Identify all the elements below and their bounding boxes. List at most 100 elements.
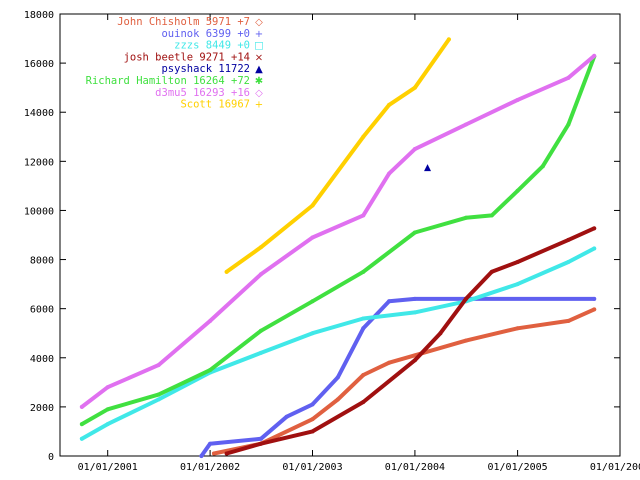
data-point: [446, 37, 451, 42]
data-point: [515, 282, 520, 287]
series-line: [79, 54, 597, 427]
data-point: [224, 269, 229, 274]
series-4: [424, 164, 432, 172]
x-tick-label: 01/01/2004: [385, 462, 445, 473]
data-point: [208, 318, 213, 323]
data-point: [284, 414, 289, 419]
data-point: [412, 147, 417, 152]
legend-label: ouinok 6399 +0: [161, 28, 250, 40]
data-point: [463, 215, 468, 220]
data-point: [105, 422, 110, 427]
x-tick-label: 01/01/2006: [590, 462, 640, 473]
x-tick-label: 01/01/2003: [282, 462, 342, 473]
legend-marker: □: [254, 41, 263, 52]
y-tick-label: 6000: [30, 305, 54, 316]
data-point: [212, 451, 217, 456]
data-point: [310, 429, 315, 434]
data-point: [412, 230, 417, 235]
series-line: [79, 246, 597, 441]
legend-marker: +: [255, 100, 263, 111]
data-point: [387, 171, 392, 176]
series-layer: [79, 37, 597, 458]
legend: John Chisholm 5971 +7 ◇ ouinok 6399 +0 + zzz…: [86, 16, 264, 111]
data-point: [387, 299, 392, 304]
data-point: [515, 326, 520, 331]
data-point: [156, 363, 161, 368]
legend-label: Richard Hamilton 16264 +72: [86, 75, 250, 87]
series-6: [79, 53, 597, 409]
data-point: [310, 331, 315, 336]
plot-area: [59, 13, 621, 457]
axis-ticks: 0 2000 4000 6000 8000 10000 12000 14000 16000 180…: [24, 10, 640, 473]
data-point: [208, 441, 213, 446]
data-point: [310, 417, 315, 422]
y-tick-label: 16000: [24, 59, 54, 70]
data-point: [412, 310, 417, 315]
legend-marker: ▲: [255, 64, 263, 75]
y-tick-label: 14000: [24, 108, 54, 119]
data-point: [224, 451, 229, 456]
legend-marker: ✱: [255, 76, 263, 87]
data-point: [361, 326, 366, 331]
data-point: [489, 213, 494, 218]
series-line: [199, 296, 597, 458]
data-point: [79, 436, 84, 441]
data-point: [463, 122, 468, 127]
data-point: [79, 404, 84, 409]
data-point: [412, 296, 417, 301]
data-point: [310, 235, 315, 240]
data-point: [310, 299, 315, 304]
data-point: [156, 392, 161, 397]
legend-marker: ×: [255, 52, 263, 63]
data-point: [258, 272, 263, 277]
series-1: [199, 296, 597, 458]
series-2: [79, 246, 597, 441]
data-point: [335, 375, 340, 380]
data-point: [592, 226, 597, 231]
data-point: [566, 75, 571, 80]
data-point: [566, 260, 571, 265]
data-point: [258, 245, 263, 250]
y-tick-label: 4000: [30, 354, 54, 365]
legend-marker: ◇: [255, 88, 263, 99]
data-point: [592, 296, 597, 301]
data-point: [79, 422, 84, 427]
legend-label: Scott 16967: [180, 99, 250, 111]
data-point: [566, 122, 571, 127]
y-tick-label: 0: [48, 452, 54, 463]
data-point: [156, 397, 161, 402]
legend-label: John Chisholm 5971 +7: [117, 16, 250, 28]
data-point: [387, 360, 392, 365]
data-point: [310, 402, 315, 407]
data-point: [424, 164, 432, 172]
data-point: [361, 399, 366, 404]
data-point: [199, 454, 204, 458]
data-point: [566, 237, 571, 242]
y-tick-label: 2000: [30, 403, 54, 414]
legend-label: josh beetle 9271 +14: [124, 51, 250, 63]
y-tick-label: 12000: [24, 157, 54, 168]
data-point: [361, 372, 366, 377]
legend-label: zzzs 8449 +0: [174, 40, 250, 52]
x-tick-label: 01/01/2001: [78, 462, 138, 473]
x-tick-label: 01/01/2002: [180, 462, 240, 473]
data-point: [566, 318, 571, 323]
data-point: [361, 134, 366, 139]
data-point: [540, 164, 545, 169]
data-point: [361, 269, 366, 274]
data-point: [258, 436, 263, 441]
data-point: [310, 203, 315, 208]
data-point: [592, 307, 597, 312]
y-tick-label: 18000: [24, 10, 54, 21]
data-point: [105, 385, 110, 390]
legend-marker: +: [255, 29, 263, 40]
data-point: [258, 441, 263, 446]
data-point: [208, 368, 213, 373]
data-point: [515, 260, 520, 265]
data-point: [489, 269, 494, 274]
data-point: [361, 213, 366, 218]
data-point: [515, 97, 520, 102]
data-point: [463, 338, 468, 343]
data-point: [258, 350, 263, 355]
